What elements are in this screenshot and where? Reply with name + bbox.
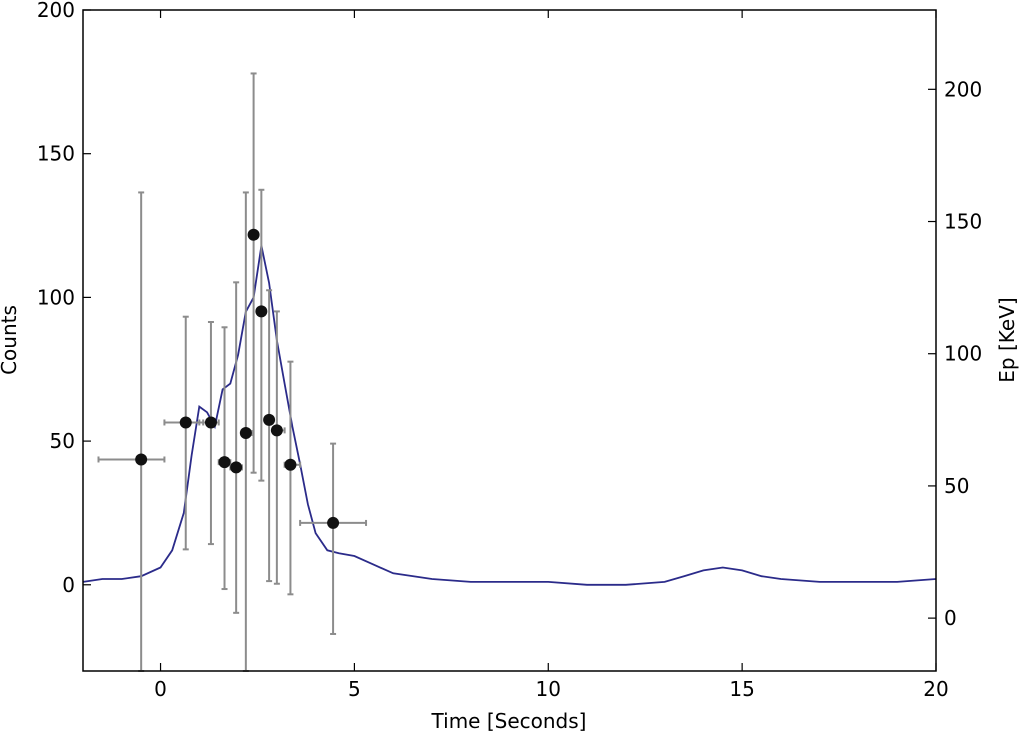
y-axis-left-label: Counts <box>0 305 21 375</box>
x-tick-label: 0 <box>154 677 167 701</box>
ep-point <box>218 456 231 469</box>
ep-point <box>179 416 192 429</box>
plot-frame <box>82 9 937 672</box>
x-axis-label: Time [Seconds] <box>431 709 587 732</box>
ep-point <box>255 305 268 318</box>
y-left-tick-label: 100 <box>37 285 75 309</box>
y-right-tick-label: 150 <box>944 210 982 234</box>
x-tick-label: 5 <box>348 677 361 701</box>
y-left-tick-label: 50 <box>50 429 75 453</box>
ep-point <box>135 453 148 466</box>
x-tick-label: 10 <box>536 677 561 701</box>
y-right-tick-label: 50 <box>944 474 969 498</box>
ep-point <box>263 413 276 426</box>
y-left-tick-label: 0 <box>62 573 75 597</box>
y-axis-right-label: Ep [KeV] <box>995 297 1019 382</box>
errorbar-layer <box>97 72 368 672</box>
lightcurve-layer <box>82 245 937 586</box>
y-left-tick-label: 200 <box>37 0 75 22</box>
y-right-tick-label: 0 <box>944 606 957 630</box>
ep-point <box>270 424 283 437</box>
y-left-tick-label: 150 <box>37 142 75 166</box>
x-tick-label: 20 <box>923 677 948 701</box>
ep-points-layer <box>135 228 340 529</box>
ep-point <box>327 516 340 529</box>
ep-point <box>230 461 243 474</box>
ep-point <box>284 458 297 471</box>
lightcurve-line <box>82 245 937 586</box>
x-tick-label: 15 <box>729 677 754 701</box>
ep-point <box>204 416 217 429</box>
ep-point <box>239 427 252 440</box>
y-right-tick-label: 200 <box>944 77 982 101</box>
y-right-tick-label: 100 <box>944 342 982 366</box>
ep-point <box>247 228 260 241</box>
